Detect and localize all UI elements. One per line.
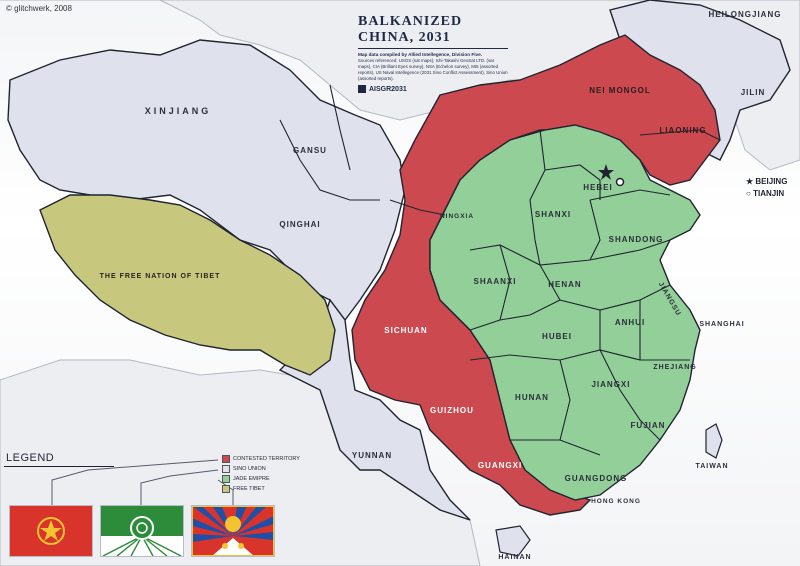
sino-union-west [7,39,406,322]
city-tianjin: TIANJIN [753,189,785,198]
label-zhejiang: ZHEJIANG [653,364,696,371]
title-block: BALKANIZED CHINA, 2031 Map data compiled… [358,14,508,93]
code-row: AISGR2031 [358,85,508,93]
map-sources: Sources referenced: USGS (sat maps), Ich… [358,58,508,81]
label-jilin: JILIN [741,88,766,97]
legend-label-sino-union: SINO UNION [233,466,266,472]
map-code: AISGR2031 [369,85,407,93]
label-guangxi: GUANGXI [478,461,522,470]
label-anhui: ANHUI [615,318,645,327]
tibet-flag [191,505,275,557]
hainan-island [495,525,531,557]
beijing-star-icon [598,164,614,180]
contested-flag [10,506,92,556]
label-henan: HENAN [548,280,581,289]
legend-item-contested: CONTESTED TERRITORY [222,455,300,463]
legend-item-sino-union: SINO UNION [222,465,266,473]
label-shanghai: SHANGHAI [699,321,744,328]
taiwan-island [705,423,723,459]
legend-label-free-tibet: FREE TIBET [233,486,265,492]
label-hong-kong: HONG KONG [591,498,641,505]
map-subtitle: Map data compiled by Allied Intellegence… [358,52,483,57]
label-sichuan: SICHUAN [384,326,427,335]
legend-label-jade-empire: JADE EMIPRE [233,476,270,482]
swatch-contested [222,455,230,463]
circle-icon: ○ [746,189,751,198]
star-icon: ★ [746,177,754,186]
credit-text: © glitchwerk, 2008 [6,4,72,13]
label-hubei: HUBEI [542,332,572,341]
label-guangdong: GUANGDONG [565,474,628,483]
label-qinghai: QINGHAI [279,220,320,229]
label-liaoning: LIAONING [659,126,706,135]
legend-item-jade-empire: JADE EMIPRE [222,475,270,483]
free-tibet-region [39,194,336,376]
beijing-marker: ★ BEIJING [746,177,787,186]
map-title: BALKANIZED CHINA, 2031 [358,14,508,49]
tianjin-marker: ○ TIANJIN [746,189,784,198]
label-shanxi: SHANXI [535,210,571,219]
city-beijing: BEIJING [755,177,788,186]
label-hunan: HUNAN [515,393,549,402]
label-fujian: FUJIAN [631,421,666,430]
label-gansu: GANSU [293,146,327,155]
legend-connectors [51,459,234,506]
legend-item-free-tibet: FREE TIBET [222,485,265,493]
label-hebei: HEBEI [583,183,612,192]
label-shaanxi: SHAANXI [473,277,516,286]
legend-underline [4,466,114,467]
label-hainan: HAINAN [498,554,531,561]
label-ningxia: NINGXIA [440,213,474,220]
label-taiwan: TAIWAN [695,463,728,470]
swatch-free-tibet [222,485,230,493]
label-yunnan: YUNNAN [352,451,392,460]
tianjin-circle-icon [615,177,625,187]
jade-empire-flag [101,506,183,557]
emblem-icon [358,85,366,93]
label-shandong: SHANDONG [609,235,664,244]
legend-title: LEGEND [6,452,55,464]
swatch-sino-union [222,465,230,473]
label-tibet: THE FREE NATION OF TIBET [100,273,221,280]
label-jiangxi: JIANGXI [591,380,630,389]
label-xinjiang: XINJIANG [145,106,212,116]
label-guizhou: GUIZHOU [430,406,474,415]
legend-label-contested: CONTESTED TERRITORY [233,456,300,462]
label-nei-mongol: NEI MONGOL [589,86,651,95]
swatch-jade-empire [222,475,230,483]
legend: LEGEND CONTESTED TERRITORY SINO UNION JA… [0,448,300,566]
label-heilongjiang: HEILONGJIANG [709,10,782,19]
province-borders [279,84,721,456]
